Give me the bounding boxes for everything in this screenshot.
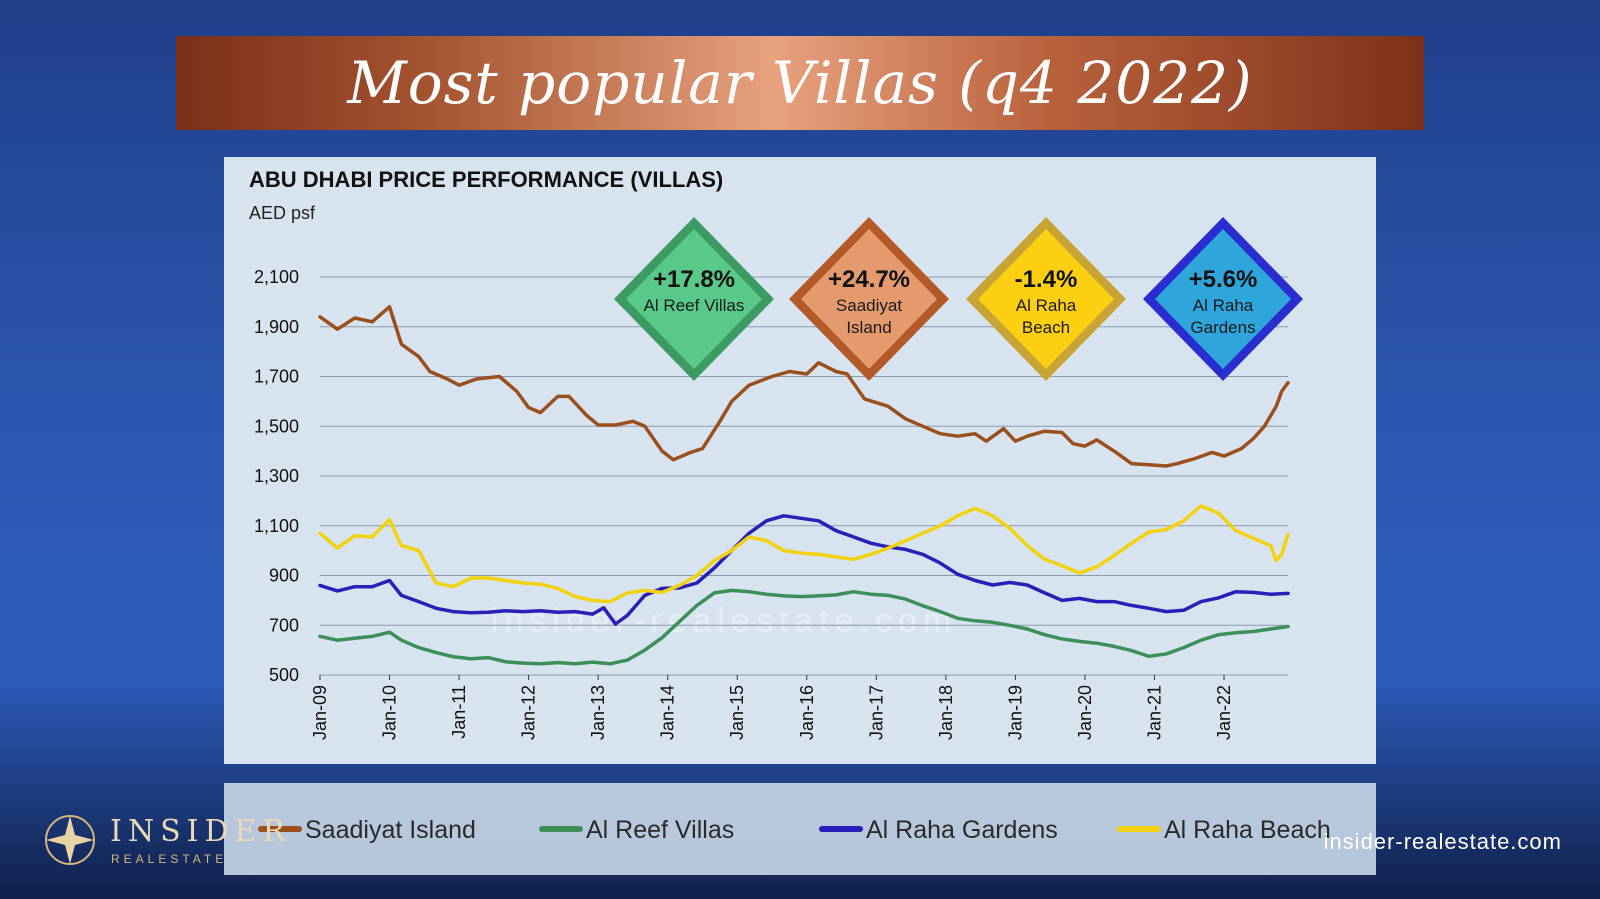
badge-3: +5.6% Al Raha Gardens bbox=[1143, 217, 1303, 381]
x-tick-label: Jan-14 bbox=[658, 685, 678, 740]
insider-logo: INSIDER REALESTATE bbox=[40, 810, 290, 870]
x-tick-label: Jan-18 bbox=[936, 685, 956, 740]
legend-panel: Saadiyat Island Al Reef Villas Al Raha Gar… bbox=[224, 783, 1376, 875]
x-tick-label: Jan-13 bbox=[588, 685, 608, 740]
badge-label: Saadiyat bbox=[836, 296, 902, 315]
x-tick-label: Jan-12 bbox=[519, 685, 539, 740]
y-tick-label: 700 bbox=[269, 615, 299, 635]
x-tick-label: Jan-16 bbox=[797, 685, 817, 740]
x-tick-label: Jan-19 bbox=[1005, 685, 1025, 740]
page-title: Most popular Villas (q4 2022) bbox=[347, 49, 1253, 117]
badge-label: Gardens bbox=[1190, 318, 1255, 337]
x-tick-label: Jan-22 bbox=[1214, 685, 1234, 740]
x-tick-label: Jan-10 bbox=[380, 685, 400, 740]
y-axis-label: AED psf bbox=[249, 203, 316, 223]
badge-fill bbox=[626, 229, 762, 369]
x-tick-label: Jan-15 bbox=[727, 685, 747, 740]
star-compass-icon bbox=[45, 815, 95, 865]
series-line-3 bbox=[318, 504, 1290, 604]
brand-sub: REALESTATE bbox=[111, 852, 228, 866]
title-banner: Most popular Villas (q4 2022) bbox=[176, 36, 1424, 130]
badge-fill bbox=[978, 229, 1114, 369]
line-chart: insider-realestate.com ABU DHABI PRICE PE… bbox=[249, 167, 1303, 740]
chart-legend: Saadiyat Island Al Reef Villas Al Raha Gar… bbox=[258, 816, 1331, 844]
y-tick-label: 900 bbox=[269, 566, 299, 586]
brand-name: INSIDER bbox=[110, 814, 292, 849]
x-tick-label: Jan-11 bbox=[449, 685, 469, 739]
badge-value: +17.8% bbox=[653, 266, 735, 293]
chart-title: ABU DHABI PRICE PERFORMANCE (VILLAS) bbox=[249, 167, 723, 192]
badge-fill bbox=[801, 229, 937, 369]
badge-1: +24.7% Saadiyat Island bbox=[789, 217, 949, 381]
legend-label-0: Saadiyat Island bbox=[305, 816, 476, 844]
badge-label: Al Raha bbox=[1016, 296, 1077, 315]
series-line-0 bbox=[318, 305, 1290, 468]
badge-fill bbox=[1155, 229, 1291, 369]
badge-0: +17.8% Al Reef Villas bbox=[614, 217, 774, 381]
series-line-2 bbox=[318, 514, 1290, 626]
y-tick-label: 1,900 bbox=[254, 317, 299, 337]
badge-2: -1.4% Al Raha Beach bbox=[966, 217, 1126, 381]
x-tick-label: Jan-20 bbox=[1075, 685, 1095, 740]
badge-label: Island bbox=[846, 318, 891, 337]
legend-label-3: Al Raha Beach bbox=[1164, 816, 1331, 844]
badge-value: -1.4% bbox=[1015, 266, 1078, 293]
site-url[interactable]: insider-realestate.com bbox=[1323, 829, 1562, 854]
series-line-1 bbox=[318, 588, 1290, 666]
x-tick-label: Jan-21 bbox=[1144, 685, 1164, 740]
badge-value: +24.7% bbox=[828, 266, 910, 293]
y-tick-label: 1,100 bbox=[254, 516, 299, 536]
legend-label-2: Al Raha Gardens bbox=[866, 816, 1058, 844]
x-tick-label: Jan-09 bbox=[310, 685, 330, 740]
y-tick-label: 1,700 bbox=[254, 367, 299, 387]
badge-label: Al Raha bbox=[1193, 296, 1254, 315]
y-tick-label: 1,500 bbox=[254, 416, 299, 436]
y-tick-label: 500 bbox=[269, 665, 299, 685]
y-tick-label: 1,300 bbox=[254, 466, 299, 486]
watermark-text: insider-realestate.com bbox=[491, 602, 957, 640]
x-tick-label: Jan-17 bbox=[866, 685, 886, 740]
chart-panel: insider-realestate.com ABU DHABI PRICE PE… bbox=[224, 157, 1376, 764]
badge-label: Al Reef Villas bbox=[644, 296, 745, 315]
badge-label: Beach bbox=[1022, 318, 1070, 337]
y-tick-label: 2,100 bbox=[254, 267, 299, 287]
legend-label-1: Al Reef Villas bbox=[586, 816, 734, 844]
badge-value: +5.6% bbox=[1189, 266, 1258, 293]
